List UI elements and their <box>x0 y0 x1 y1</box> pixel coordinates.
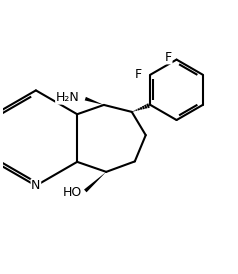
Polygon shape <box>84 172 106 192</box>
Polygon shape <box>85 97 104 105</box>
Text: HO: HO <box>63 185 82 199</box>
Text: F: F <box>165 51 172 64</box>
Text: F: F <box>135 68 142 81</box>
Text: N: N <box>31 179 41 192</box>
Text: H₂N: H₂N <box>56 91 79 104</box>
